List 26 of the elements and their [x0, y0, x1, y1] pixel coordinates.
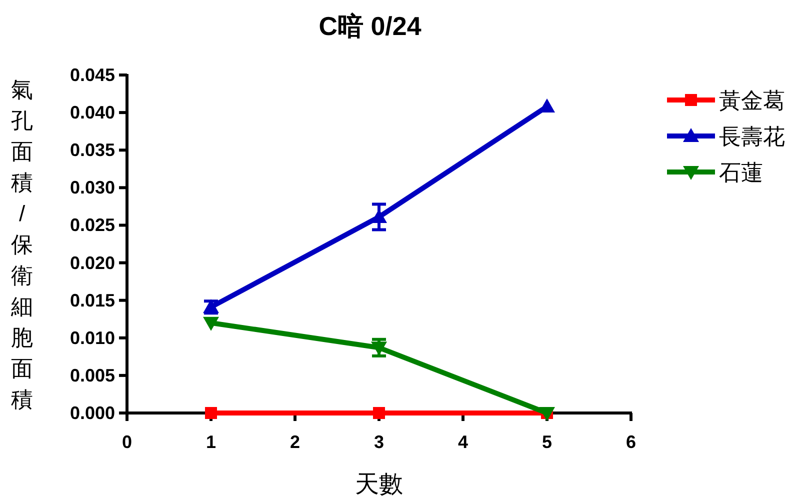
y-tick-label: 0.035 — [70, 140, 115, 160]
y-tick-label: 0.005 — [70, 365, 115, 386]
text: 氣孔面積/保衛細胞面積 — [11, 77, 33, 412]
y-tick-label: 0.045 — [70, 65, 115, 85]
x-tick-label: 6 — [626, 432, 636, 452]
x-tick-label: 0 — [122, 432, 132, 452]
x-tick-label: 5 — [542, 432, 552, 452]
point — [373, 407, 385, 419]
x-tick-label: 1 — [206, 432, 216, 452]
y-tick-label: 0.010 — [70, 328, 115, 348]
legend-label: 長壽花 — [719, 124, 785, 149]
legend-label: 石蓮 — [719, 160, 763, 185]
y-tick-label: 0.040 — [70, 102, 115, 123]
x-tick-label: 2 — [290, 432, 300, 452]
legend-label: 黃金葛 — [719, 88, 785, 113]
chart-title: C暗 0/24 — [318, 11, 422, 41]
y-tick-label: 0.020 — [70, 252, 115, 273]
y-tick-label: 0.025 — [70, 215, 115, 236]
x-axis-title: 天數 — [355, 471, 403, 497]
y-tick-label: 0.015 — [70, 290, 115, 310]
y-tick-label: 0.000 — [70, 403, 115, 423]
point — [205, 407, 217, 419]
y-tick-label: 0.030 — [70, 178, 115, 198]
x-tick-label: 4 — [458, 432, 468, 452]
x-tick-label: 3 — [374, 432, 384, 452]
point — [203, 316, 219, 331]
